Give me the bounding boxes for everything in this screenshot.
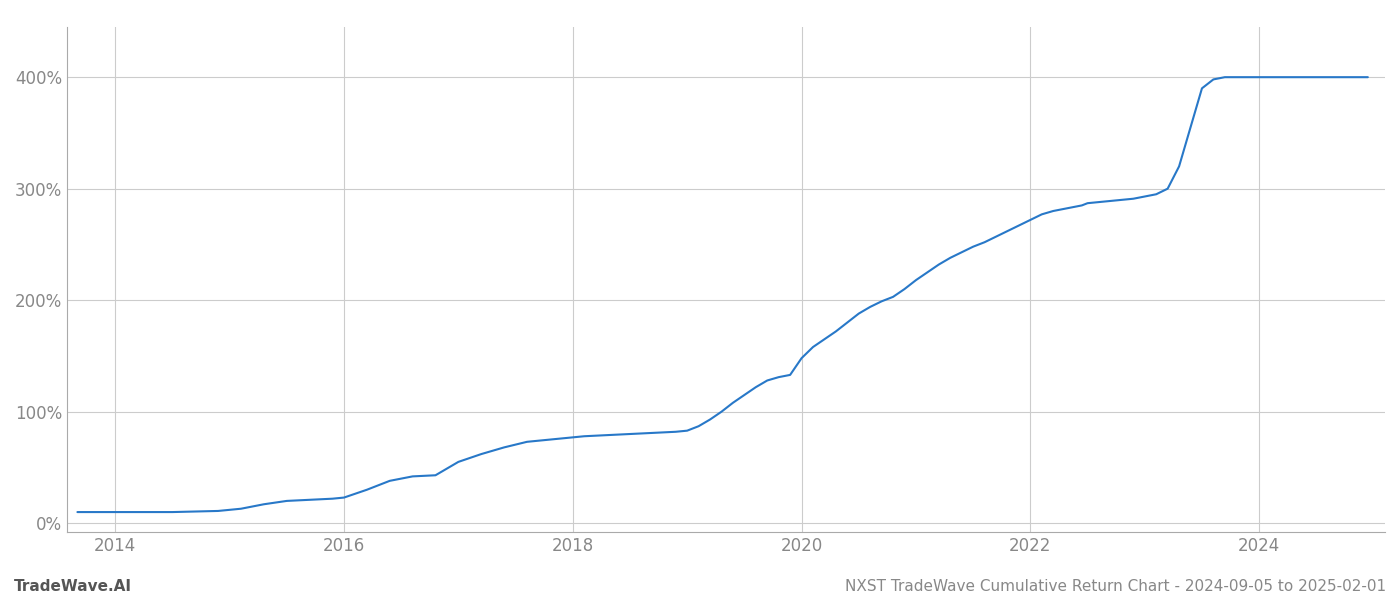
Text: TradeWave.AI: TradeWave.AI <box>14 579 132 594</box>
Text: NXST TradeWave Cumulative Return Chart - 2024-09-05 to 2025-02-01: NXST TradeWave Cumulative Return Chart -… <box>844 579 1386 594</box>
